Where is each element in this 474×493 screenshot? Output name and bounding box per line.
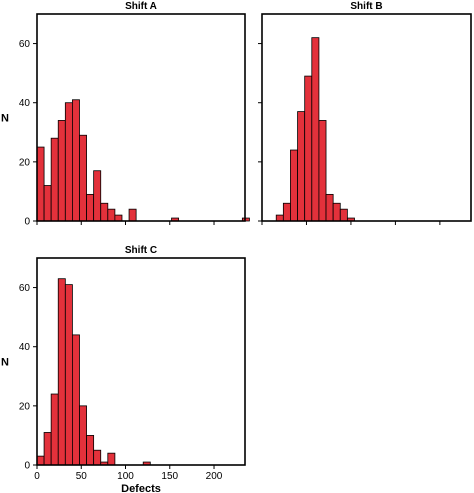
- x-tick-label: 100: [117, 471, 134, 482]
- bar: [325, 193, 334, 222]
- bar: [43, 432, 52, 466]
- bar: [36, 146, 45, 222]
- x-tick-label: 50: [76, 471, 88, 482]
- bar: [311, 37, 320, 222]
- bar: [107, 452, 116, 466]
- bar: [282, 202, 291, 222]
- bar: [275, 214, 284, 222]
- bar: [297, 111, 306, 222]
- y-axis-label: N: [1, 357, 9, 369]
- bar: [332, 202, 341, 222]
- y-tick-label: 40: [19, 342, 31, 353]
- bar: [304, 75, 313, 222]
- y-tick-label: 0: [24, 217, 30, 228]
- bar: [72, 334, 80, 466]
- x-tick-label: 0: [34, 471, 40, 482]
- bar: [86, 435, 95, 466]
- y-tick-label: 0: [24, 461, 30, 472]
- x-tick-label: 200: [206, 471, 223, 482]
- bar: [43, 185, 52, 222]
- plot-frame: [261, 13, 472, 222]
- y-tick-label: 60: [19, 39, 31, 50]
- bar: [50, 393, 59, 466]
- y-tick-label: 60: [19, 283, 31, 294]
- bar: [72, 99, 80, 222]
- y-tick-label: 20: [19, 401, 31, 412]
- panel-1: 0 20 40 60 Shift A N: [1, 1, 250, 228]
- panel-3: 0 20 40 60 0 50 100 150 200 Shift C N Defects: [1, 245, 246, 493]
- plot-frame: [36, 13, 246, 222]
- bar: [93, 449, 102, 466]
- x-tick-label: 150: [161, 471, 178, 482]
- bar: [64, 102, 73, 222]
- bar: [318, 120, 327, 222]
- bar: [114, 214, 123, 222]
- bar: [107, 208, 116, 222]
- panel-2: Shift B: [258, 1, 472, 225]
- panel-title: Shift C: [125, 245, 157, 256]
- bar: [100, 202, 109, 222]
- bar: [339, 208, 348, 222]
- bar: [290, 149, 298, 222]
- y-tick-label: 40: [19, 98, 31, 109]
- panel-title: Shift B: [350, 1, 382, 12]
- bar: [86, 193, 95, 222]
- bar: [64, 284, 73, 466]
- bar: [57, 120, 66, 222]
- bar: [241, 217, 250, 222]
- y-tick-label: 20: [19, 157, 31, 168]
- bar: [93, 170, 102, 222]
- bar: [128, 208, 137, 222]
- bar: [79, 405, 87, 466]
- panel-title: Shift A: [125, 1, 157, 12]
- x-axis-label: Defects: [121, 483, 161, 493]
- bar: [36, 455, 45, 466]
- plot-frame: [36, 257, 246, 466]
- y-axis-label: N: [1, 113, 9, 125]
- bar: [50, 137, 59, 222]
- bar: [79, 134, 87, 222]
- bar: [57, 278, 66, 466]
